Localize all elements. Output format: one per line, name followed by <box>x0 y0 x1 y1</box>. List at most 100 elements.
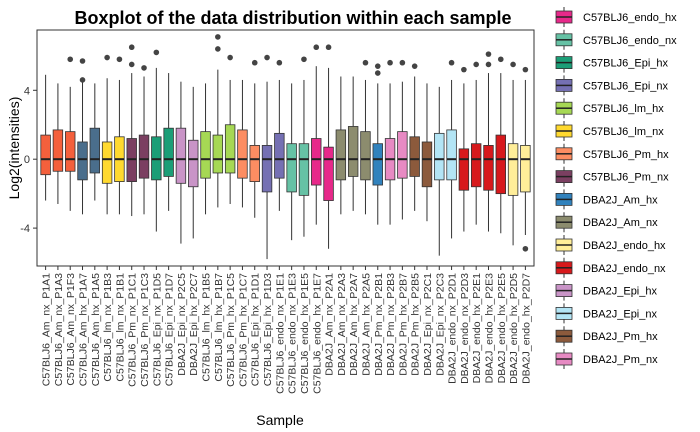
x-tick-label: C57BLJ6_endo_hx_P1E5 <box>299 273 311 394</box>
legend-label: DBA2J_Am_hx <box>583 194 658 206</box>
box-series <box>40 34 531 260</box>
sample-box <box>409 63 420 211</box>
outlier-point <box>374 70 381 76</box>
iqr-box <box>495 134 506 195</box>
x-tick-label: C57BLJ6_endo_hx_P1E7 <box>311 273 323 394</box>
iqr-box <box>323 146 334 201</box>
sample-box <box>323 44 334 249</box>
x-tick-label: DBA2J_endo_hx_P2D5 <box>508 273 520 384</box>
x-tick-label: C57BLJ6_Epi_nx_P1D5 <box>151 273 163 386</box>
sample-box <box>188 86 199 239</box>
x-tick-label: DBA2J_endo_hx_P2D7 <box>520 273 532 384</box>
outlier-point <box>215 34 221 40</box>
legend-label: DBA2J_Am_nx <box>583 217 658 229</box>
legend-label: DBA2J_Epi_nx <box>583 308 657 320</box>
x-tick-label: DBA2J_endo_nx_P2D1 <box>447 273 459 384</box>
x-tick-label: DBA2J_Epi_nx_P2C1 <box>422 273 434 376</box>
outlier-point <box>141 65 147 71</box>
sample-box <box>421 83 433 222</box>
sample-box <box>126 44 137 217</box>
x-tick-label: C57BLJ6_Am_nx_P1F3 <box>65 273 77 386</box>
outlier-point <box>473 61 479 68</box>
sample-box <box>138 65 150 215</box>
x-tick-label: C57BLJ6_Pm_nx_P1C3 <box>139 273 151 387</box>
outlier-point <box>116 56 123 63</box>
outlier-point <box>276 59 283 66</box>
sample-box <box>65 56 76 211</box>
iqr-box <box>347 126 359 177</box>
legend-item: DBA2J_Am_hx <box>555 189 658 210</box>
legend-label: C57BLJ6_endo_nx <box>583 35 677 47</box>
x-tick-label: DBA2J_endo_hx_P2E5 <box>496 273 508 383</box>
sample-box <box>458 66 470 232</box>
legend-label: DBA2J_Pm_nx <box>583 354 658 366</box>
iqr-box <box>311 138 322 186</box>
legend-item: DBA2J_Epi_nx <box>555 303 657 324</box>
y-tick-label: 4 <box>24 85 30 97</box>
outlier-point <box>251 59 258 66</box>
outlier-point <box>325 44 332 51</box>
sample-box <box>434 86 445 256</box>
outlier-point <box>227 54 233 61</box>
legend-label: C57BLJ6_Pm_hx <box>583 149 669 161</box>
y-tick-label: -4 <box>20 223 30 235</box>
sample-box <box>175 81 187 244</box>
outlier-point <box>128 61 135 68</box>
iqr-box <box>434 132 445 181</box>
x-tick-label: C57BLJ6_endo_nx_P1E3 <box>287 273 299 394</box>
iqr-box <box>470 143 482 188</box>
x-tick-label: C57BLJ6_endo_nx_P1E1 <box>274 273 286 394</box>
sample-box <box>212 34 224 208</box>
sample-box <box>224 54 236 204</box>
sample-box <box>470 61 482 225</box>
iqr-box <box>163 127 174 177</box>
iqr-box <box>175 127 187 184</box>
legend-label: C57BLJ6_lm_nx <box>583 126 664 138</box>
outlier-point <box>264 54 270 61</box>
iqr-box <box>40 134 51 176</box>
outlier-point <box>362 59 369 66</box>
iqr-box <box>212 134 224 174</box>
sample-box <box>89 83 101 201</box>
iqr-box <box>224 124 236 174</box>
sample-box <box>249 59 260 218</box>
iqr-box <box>101 141 113 184</box>
legend-label: C57BLJ6_Pm_nx <box>583 172 669 184</box>
legend-item: DBA2J_Pm_nx <box>555 349 658 369</box>
iqr-box <box>372 143 383 186</box>
x-tick-label: C57BLJ6_lm_hx_P1B7 <box>213 273 225 382</box>
iqr-box <box>52 129 64 172</box>
x-tick-label: C57BLJ6_Pm_hx_P1C5 <box>225 273 237 387</box>
iqr-box <box>507 143 519 196</box>
outlier-point <box>387 59 393 66</box>
x-tick-label: DBA2J_Am_hx_P2A5 <box>360 273 372 376</box>
x-tick-label: C57BLJ6_Pm_nx_P1C1 <box>127 273 139 387</box>
outlier-point <box>67 56 74 63</box>
x-tick-label: C57BLJ6_lm_hx_P1B5 <box>201 273 213 382</box>
sample-box <box>163 73 174 211</box>
legend-item: C57BLJ6_Pm_hx <box>555 143 669 164</box>
outlier-point <box>104 54 110 61</box>
sample-box <box>384 59 396 225</box>
iqr-box <box>274 132 285 179</box>
sample-box <box>298 56 310 237</box>
legend-label: DBA2J_Pm_hx <box>583 331 658 343</box>
iqr-box <box>286 143 297 193</box>
x-tick-label: DBA2J_Pm_hx_P2B5 <box>410 273 422 376</box>
legend-item: C57BLJ6_lm_hx <box>555 98 664 119</box>
legend-label: DBA2J_endo_hx <box>583 240 666 252</box>
sample-box <box>483 51 494 232</box>
sample-box <box>311 44 322 225</box>
x-tick-label: C57BLJ6_Epi_hx_P1D3 <box>262 273 274 386</box>
iqr-box <box>397 131 408 179</box>
sample-box <box>114 56 125 215</box>
sample-box <box>360 59 371 215</box>
legend: C57BLJ6_endo_hx C57BLJ6_endo_nx C57BLJ6_Ep… <box>555 7 677 369</box>
legend-item: C57BLJ6_Epi_nx <box>555 75 669 96</box>
iqr-box <box>409 136 420 177</box>
sample-box <box>101 54 113 215</box>
x-tick-label: C57BLJ6_Epi_nx_P1D7 <box>164 273 176 386</box>
y-axis-title: Log2(intensities) <box>6 97 22 200</box>
outlier-point <box>79 58 86 64</box>
